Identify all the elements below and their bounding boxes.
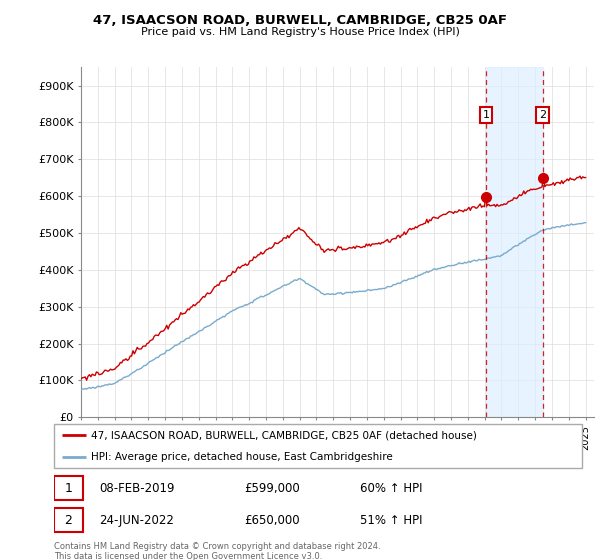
Text: 1: 1 <box>65 482 73 494</box>
Bar <box>486 67 543 417</box>
Text: HPI: Average price, detached house, East Cambridgeshire: HPI: Average price, detached house, East… <box>91 452 393 462</box>
FancyBboxPatch shape <box>54 424 582 468</box>
Text: Contains HM Land Registry data © Crown copyright and database right 2024.
This d: Contains HM Land Registry data © Crown c… <box>54 542 380 560</box>
Text: 2: 2 <box>65 514 73 527</box>
Text: 1: 1 <box>482 110 490 120</box>
Text: 08-FEB-2019: 08-FEB-2019 <box>99 482 175 494</box>
Text: 2: 2 <box>539 110 547 120</box>
Text: 47, ISAACSON ROAD, BURWELL, CAMBRIDGE, CB25 0AF: 47, ISAACSON ROAD, BURWELL, CAMBRIDGE, C… <box>93 14 507 27</box>
Text: 24-JUN-2022: 24-JUN-2022 <box>99 514 174 527</box>
Text: 51% ↑ HPI: 51% ↑ HPI <box>360 514 423 527</box>
Text: 60% ↑ HPI: 60% ↑ HPI <box>360 482 423 494</box>
Text: £599,000: £599,000 <box>244 482 300 494</box>
Text: £650,000: £650,000 <box>244 514 300 527</box>
Text: 47, ISAACSON ROAD, BURWELL, CAMBRIDGE, CB25 0AF (detached house): 47, ISAACSON ROAD, BURWELL, CAMBRIDGE, C… <box>91 430 477 440</box>
Text: Price paid vs. HM Land Registry's House Price Index (HPI): Price paid vs. HM Land Registry's House … <box>140 27 460 37</box>
FancyBboxPatch shape <box>54 508 83 533</box>
FancyBboxPatch shape <box>54 476 83 500</box>
